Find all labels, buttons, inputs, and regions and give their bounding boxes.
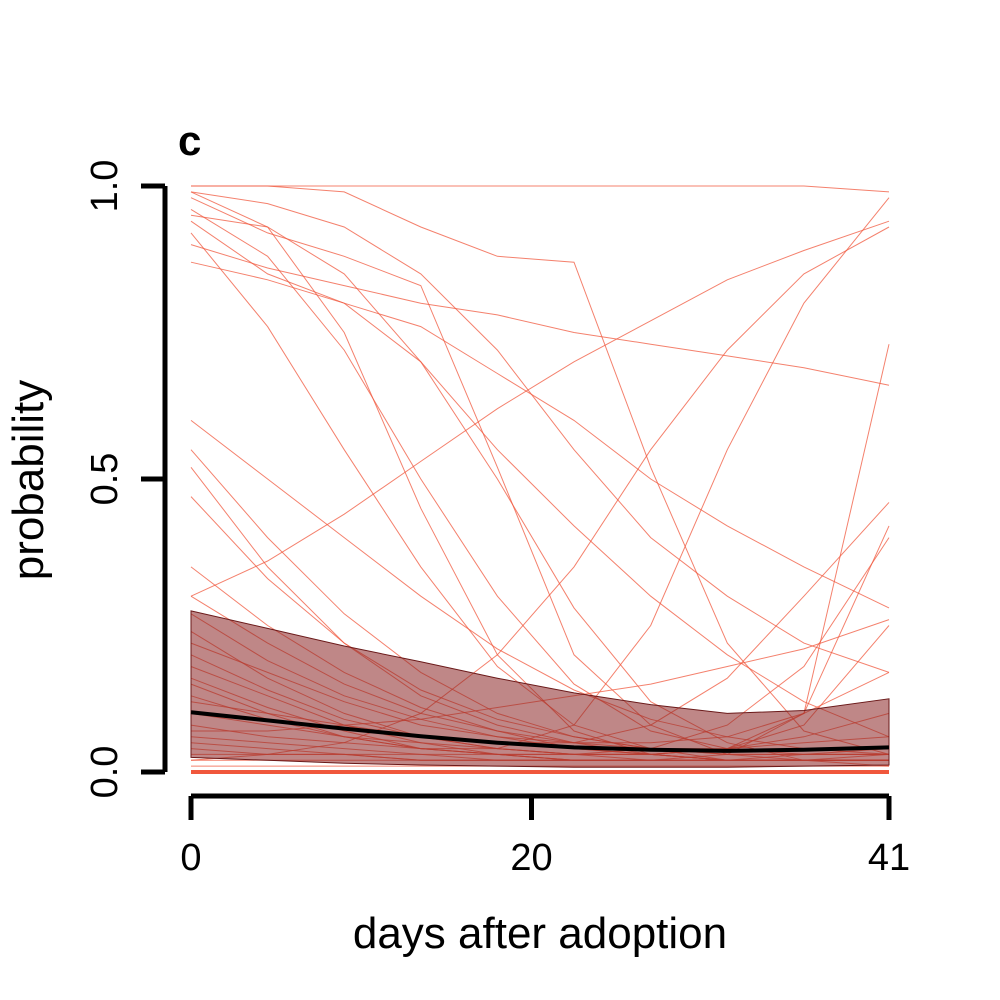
individual-line [190, 220, 890, 609]
mean-line [190, 710, 890, 753]
individual-line [190, 244, 890, 386]
individual-line [190, 191, 890, 673]
individual-line [191, 185, 890, 193]
ticks-group: 0.0 0.5 1.0 0 20 41 [84, 160, 910, 879]
individual-line [190, 220, 890, 597]
panel-label: c [178, 117, 201, 164]
x-tick-label: 0 [180, 837, 201, 879]
y-tick-label: 0.5 [84, 453, 126, 506]
x-tick-label: 20 [510, 837, 552, 879]
x-axis-title: days after adoption [353, 909, 727, 958]
individual-line [191, 185, 890, 755]
x-tick-label: 41 [868, 837, 910, 879]
confidence-band [190, 610, 890, 768]
y-tick-label: 0.0 [84, 746, 126, 799]
individual-line [190, 261, 890, 738]
y-axis-title: probability [4, 380, 53, 581]
y-tick-label: 1.0 [84, 160, 126, 213]
